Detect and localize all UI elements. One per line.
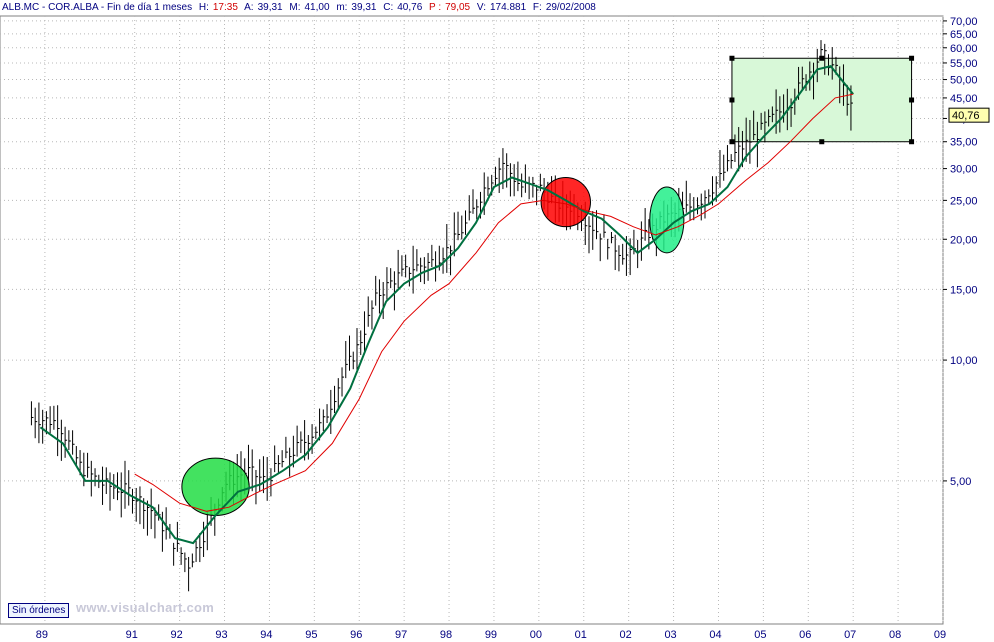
price-tag-value: 40,76 bbox=[952, 110, 980, 122]
y-tick-label: 10,00 bbox=[950, 355, 978, 367]
volume-caption: V: bbox=[476, 2, 486, 13]
highlight-ellipse bbox=[540, 177, 591, 228]
low-caption: m: bbox=[336, 2, 348, 13]
x-tick-label: 07 bbox=[844, 629, 856, 641]
y-tick-label: 5,00 bbox=[950, 476, 971, 488]
price-tag-box bbox=[948, 107, 990, 123]
time-value: 17:35 bbox=[212, 2, 238, 13]
x-tick-label: 05 bbox=[754, 629, 766, 641]
orders-badge[interactable]: Sin órdenes bbox=[8, 603, 70, 618]
low-value: 39,31 bbox=[351, 2, 377, 13]
y-tick-label: 70,00 bbox=[950, 16, 978, 28]
box-handle bbox=[729, 55, 735, 61]
date-value: 29/02/2008 bbox=[545, 2, 596, 13]
symbol-label: ALB.MC - COR.ALBA - Fin de día 1 meses bbox=[2, 2, 193, 13]
pos-value: 79,05 bbox=[445, 2, 471, 13]
x-tick-label: 89 bbox=[36, 629, 48, 641]
x-tick-label: 92 bbox=[170, 629, 182, 641]
x-tick-label: 93 bbox=[215, 629, 227, 641]
x-tick-label: 96 bbox=[350, 629, 362, 641]
x-tick-label: 97 bbox=[395, 629, 407, 641]
y-tick-label: 45,00 bbox=[950, 93, 978, 105]
x-tick-label: 95 bbox=[305, 629, 317, 641]
y-tick-label: 50,00 bbox=[950, 75, 978, 87]
box-handle bbox=[909, 55, 915, 61]
highlight-box bbox=[731, 57, 913, 143]
close-value: 40,76 bbox=[397, 2, 423, 13]
y-tick-label: 60,00 bbox=[950, 43, 978, 55]
volume-value: 174.881 bbox=[489, 2, 527, 13]
high-caption: M: bbox=[289, 2, 301, 13]
y-tick-label: 55,00 bbox=[950, 58, 978, 70]
box-handle bbox=[729, 139, 735, 145]
y-tick-label: 30,00 bbox=[950, 164, 978, 176]
x-tick-label: 04 bbox=[709, 629, 721, 641]
x-tick-label: 91 bbox=[126, 629, 138, 641]
box-handle bbox=[819, 55, 825, 61]
y-tick-label: 65,00 bbox=[950, 29, 978, 41]
moving-average-slow bbox=[134, 93, 854, 512]
y-tick-label: 35,00 bbox=[950, 137, 978, 149]
open-caption: A: bbox=[244, 2, 254, 13]
open-value: 39,31 bbox=[257, 2, 283, 13]
moving-average-fast bbox=[39, 64, 854, 545]
watermark: www.visualchart.com bbox=[76, 600, 215, 615]
close-caption: C: bbox=[383, 2, 394, 13]
x-tick-label: 06 bbox=[799, 629, 811, 641]
box-handle bbox=[909, 139, 915, 145]
time-caption: H: bbox=[198, 2, 209, 13]
y-tick-label: 20,00 bbox=[950, 234, 978, 246]
y-tick-label: 15,00 bbox=[950, 284, 978, 296]
pos-caption: P : bbox=[429, 2, 442, 13]
x-tick-label: 94 bbox=[260, 629, 272, 641]
x-tick-label: 08 bbox=[889, 629, 901, 641]
date-caption: F: bbox=[532, 2, 542, 13]
x-tick-label: 00 bbox=[530, 629, 542, 641]
box-handle bbox=[909, 97, 915, 103]
x-tick-label: 99 bbox=[485, 629, 497, 641]
box-handle bbox=[729, 97, 735, 103]
high-value: 41,00 bbox=[304, 2, 330, 13]
x-tick-label: 98 bbox=[440, 629, 452, 641]
x-tick-label: 03 bbox=[664, 629, 676, 641]
x-tick-label: 01 bbox=[575, 629, 587, 641]
chart-header: ALB.MC - COR.ALBA - Fin de día 1 meses H… bbox=[0, 0, 600, 16]
y-tick-label: 25,00 bbox=[950, 195, 978, 207]
box-handle bbox=[819, 139, 825, 145]
x-tick-label: 02 bbox=[620, 629, 632, 641]
x-tick-label: 09 bbox=[934, 629, 946, 641]
